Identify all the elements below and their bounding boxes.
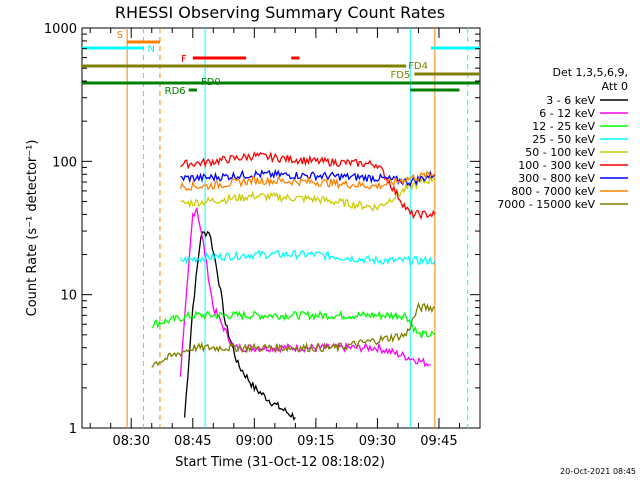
- x-tick-label: 08:30: [113, 434, 150, 449]
- series-line-7: [180, 168, 436, 187]
- y-tick-label: 100: [52, 155, 77, 170]
- flag-label-s: S: [117, 30, 123, 41]
- y-tick-label: 10: [60, 289, 77, 304]
- flag-label-rd6: RD6: [165, 86, 186, 97]
- series-line-1: [183, 230, 296, 422]
- x-tick-label: 09:30: [359, 434, 396, 449]
- flag-label-fd4: FD4: [408, 61, 428, 72]
- legend-label: 3 - 6 keV: [546, 94, 595, 107]
- x-axis-label: Start Time (31-Oct-12 08:18:02): [175, 455, 385, 470]
- series-layer: [151, 151, 436, 422]
- chart-title: RHESSI Observing Summary Count Rates: [115, 3, 445, 22]
- series-line-9: [151, 301, 436, 368]
- legend-label: 50 - 100 keV: [525, 146, 595, 159]
- x-tick-label: 08:45: [174, 434, 211, 449]
- y-tick-label: 1000: [44, 22, 77, 37]
- series-line-5: [180, 174, 436, 213]
- x-tick-label: 09:00: [236, 434, 273, 449]
- series-line-6: [180, 151, 436, 221]
- legend-header-1: Det 1,3,5,6,9,: [552, 66, 628, 79]
- legend-header-2: Att 0: [602, 80, 628, 93]
- legend-label: 7000 - 15000 keV: [497, 198, 595, 211]
- y-tick-label: 1: [69, 422, 77, 437]
- y-axis-label: Count Rate (s⁻¹ detector⁻¹): [25, 140, 40, 317]
- x-axis: 08:30 08:45 09:00 09:15 09:30 09:45: [89, 28, 481, 449]
- legend-label: 100 - 300 keV: [518, 159, 595, 172]
- flag-label-f: F: [181, 54, 187, 65]
- legend-label: 6 - 12 keV: [539, 107, 595, 120]
- legend-label: 300 - 800 keV: [518, 172, 595, 185]
- series-line-2: [179, 206, 431, 377]
- y-axis: 1 10 100 1000: [44, 22, 480, 437]
- flag-label-fd5: FD5: [391, 70, 411, 81]
- legend-label: 25 - 50 keV: [532, 133, 595, 146]
- flag-label-fd0: FD0: [201, 77, 221, 88]
- series-line-4: [179, 249, 436, 266]
- footer-date: 20-Oct-2021 08:45: [560, 467, 636, 476]
- plot-frame: [81, 27, 481, 429]
- x-tick-label: 09:45: [420, 434, 457, 449]
- legend-label: 12 - 25 keV: [532, 120, 595, 133]
- legend-label: 800 - 7000 keV: [511, 185, 595, 198]
- series-line-3: [151, 309, 436, 339]
- series-line-8: [179, 169, 436, 192]
- flag-label-n: N: [148, 44, 155, 55]
- x-tick-label: 09:15: [297, 434, 334, 449]
